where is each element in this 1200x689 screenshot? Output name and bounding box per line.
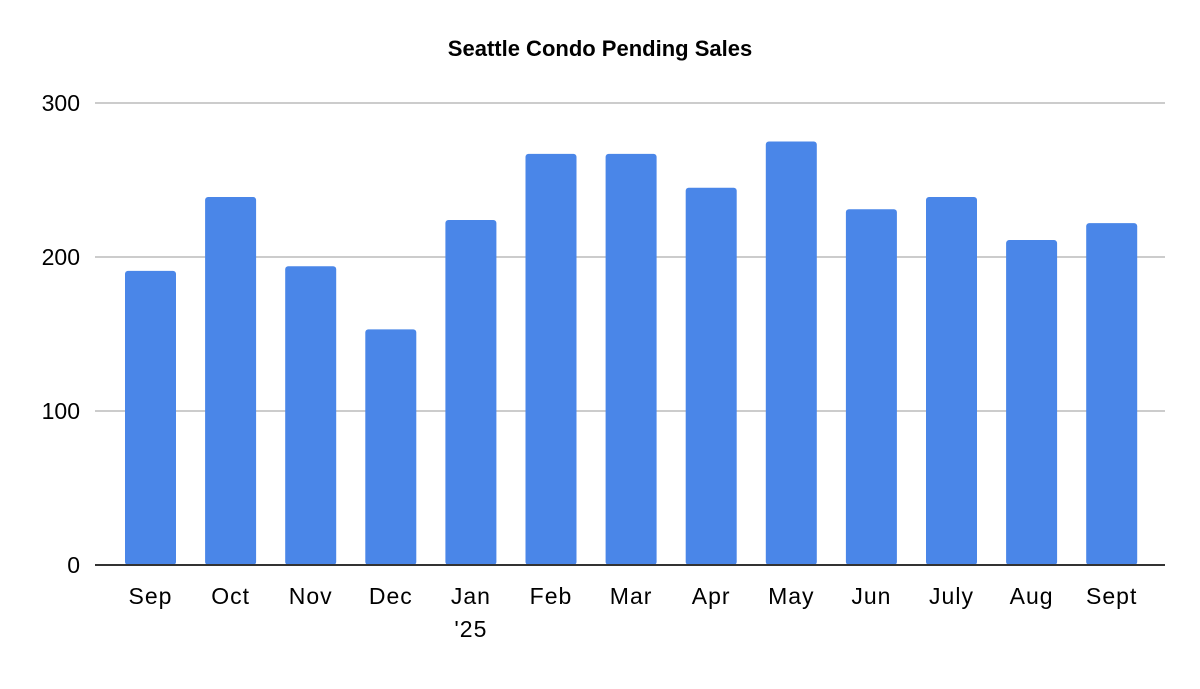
- bar: [525, 153, 577, 565]
- bar: [1006, 240, 1058, 565]
- y-axis-ticks: 0 100 200 300: [42, 90, 80, 578]
- x-tick-label: Jan '25: [451, 583, 491, 642]
- x-tick-label: Sept: [1086, 583, 1137, 609]
- bar: [285, 266, 337, 565]
- x-tick-label: July: [929, 583, 974, 609]
- bar: [125, 270, 176, 565]
- bar: [765, 141, 817, 565]
- bar: [605, 153, 657, 565]
- x-tick-label: Jun: [851, 583, 891, 609]
- bar: [926, 196, 977, 565]
- y-tick-label: 100: [42, 398, 80, 424]
- bar: [685, 187, 737, 565]
- bar: [445, 220, 497, 566]
- chart-title: Seattle Condo Pending Sales: [448, 36, 752, 61]
- x-tick-label: Sep: [129, 583, 173, 609]
- x-tick-label: Dec: [369, 583, 413, 609]
- y-tick-label: 0: [67, 552, 80, 578]
- x-tick-label: Apr: [692, 583, 731, 609]
- y-tick-label: 200: [42, 244, 80, 270]
- bar: [845, 209, 897, 565]
- x-tick-label: Oct: [211, 583, 250, 609]
- bars: [125, 141, 1138, 566]
- x-tick-label: May: [768, 583, 814, 609]
- bar: [365, 329, 417, 565]
- bar: [1086, 223, 1138, 565]
- x-tick-label: Feb: [530, 583, 573, 609]
- bar: [205, 196, 257, 565]
- x-axis-ticks: Sep Oct Nov Dec Jan '25 Feb Mar Apr May Jun July Aug…: [129, 583, 1137, 642]
- x-tick-label: Nov: [289, 583, 333, 609]
- y-tick-label: 300: [42, 90, 80, 116]
- x-tick-label: Mar: [610, 583, 653, 609]
- x-tick-label: Aug: [1010, 583, 1054, 609]
